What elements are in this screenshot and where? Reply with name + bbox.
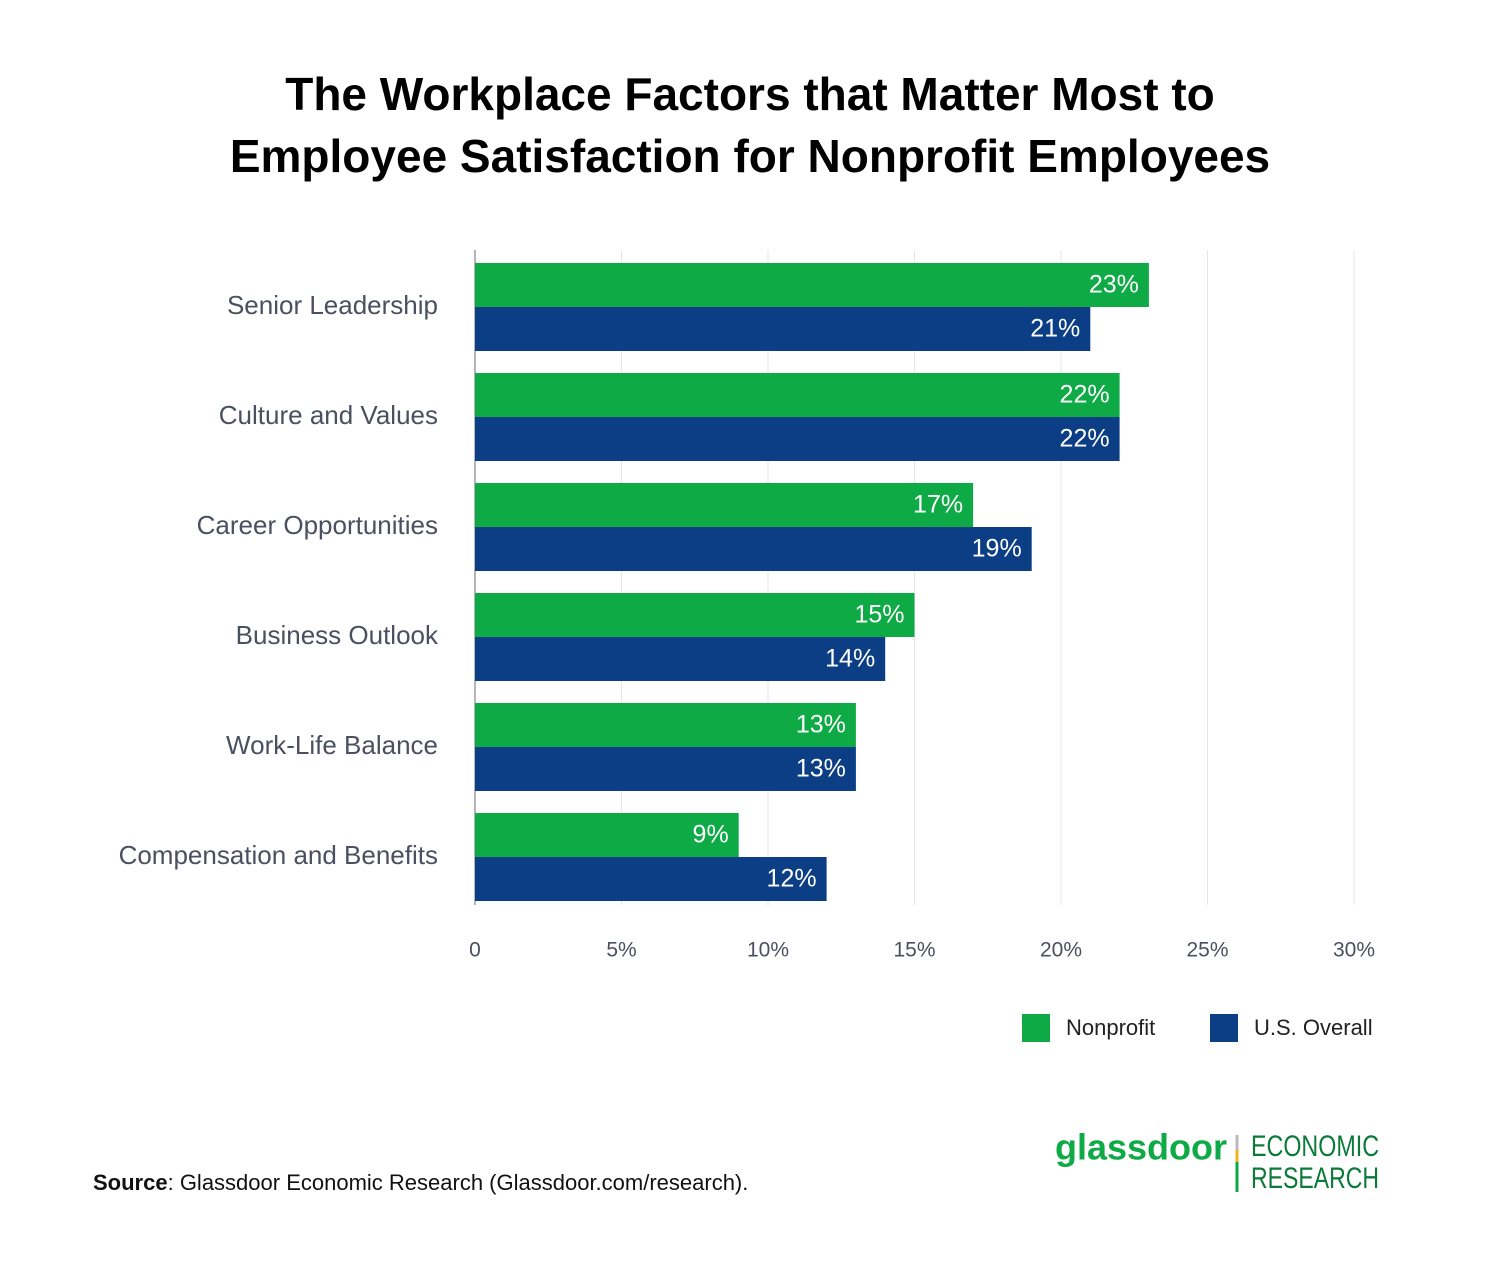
value-label: 12% [767,865,817,893]
x-tick-label: 0 [469,939,481,962]
bar [475,527,1032,571]
y-tick-label: Business Outlook [236,620,439,650]
y-tick-label: Senior Leadership [227,290,438,320]
source-label: Source [93,1170,168,1195]
x-tick-label: 5% [606,939,636,962]
x-tick-label: 30% [1333,939,1375,962]
logo-line: ECONOMIC [1251,1130,1379,1163]
bar [475,373,1120,417]
value-label: 15% [854,601,904,629]
bar [475,307,1091,351]
y-tick-label: Career Opportunities [197,510,438,540]
x-tick-label: 25% [1186,939,1228,962]
legend-swatch [1022,1014,1050,1042]
chart-title: The Workplace Factors that Matter Most t… [285,68,1215,120]
x-tick-label: 20% [1040,939,1082,962]
value-label: 13% [796,711,846,739]
y-tick-label: Work-Life Balance [226,730,438,760]
bar [475,857,827,901]
logo-brand: glassdoor [1055,1127,1227,1168]
bar [475,417,1120,461]
bar [475,263,1149,307]
value-label: 9% [693,821,729,849]
value-label: 21% [1030,315,1080,343]
value-label: 23% [1089,271,1139,299]
x-tick-label: 10% [747,939,789,962]
value-label: 14% [825,645,875,673]
bar [475,703,856,747]
chart-title: Employee Satisfaction for Nonprofit Empl… [230,130,1270,182]
source-note: Source: Glassdoor Economic Research (Gla… [93,1170,748,1195]
value-label: 13% [796,755,846,783]
legend-swatch [1210,1014,1238,1042]
source-text: : Glassdoor Economic Research (Glassdoor… [168,1170,749,1195]
bar [475,747,856,791]
y-tick-label: Culture and Values [219,400,438,430]
legend-label: Nonprofit [1066,1015,1155,1040]
bar [475,813,739,857]
legend-label: U.S. Overall [1254,1015,1373,1040]
bar [475,483,974,527]
bar [475,637,886,681]
value-label: 22% [1060,381,1110,409]
bar [475,593,915,637]
value-label: 22% [1060,425,1110,453]
y-tick-label: Compensation and Benefits [119,840,438,870]
logo-line: RESEARCH [1251,1162,1379,1195]
value-label: 19% [972,535,1022,563]
value-label: 17% [913,491,963,519]
x-tick-label: 15% [893,939,935,962]
